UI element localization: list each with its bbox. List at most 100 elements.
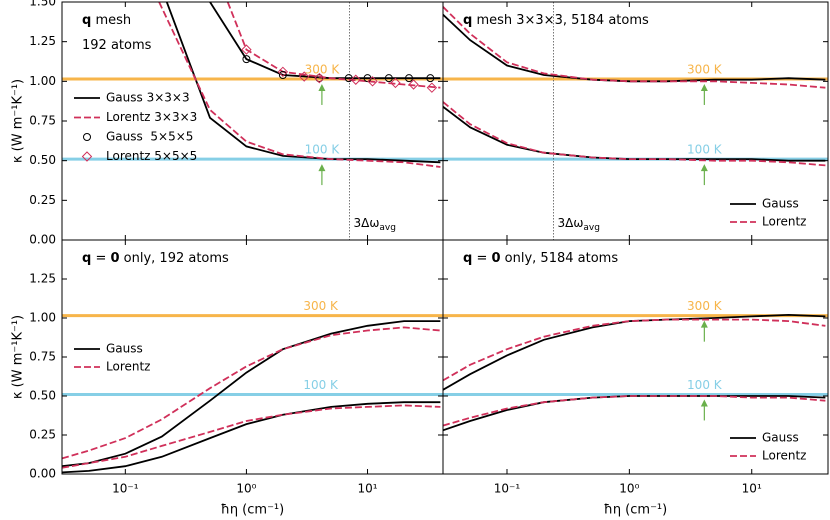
marker bbox=[350, 74, 361, 85]
x-axis-label: ħη (cm⁻¹) bbox=[221, 503, 284, 518]
title-part: only, 5184 atoms bbox=[501, 251, 619, 266]
title-part: q bbox=[463, 251, 472, 266]
panel-title: q = 0 only, 192 atoms bbox=[82, 251, 229, 266]
legend-label: Gauss bbox=[106, 342, 143, 356]
legend-label: Lorentz 3×3×3 bbox=[106, 110, 197, 124]
curve bbox=[62, 401, 441, 474]
y-tick-label: 0.75 bbox=[29, 114, 56, 128]
reference-label: 100 K bbox=[303, 378, 339, 392]
legend-label: Gauss 5×5×5 bbox=[106, 130, 193, 144]
marker bbox=[367, 76, 378, 87]
y-tick-label: 0.50 bbox=[29, 389, 56, 403]
marker bbox=[278, 70, 287, 79]
title-part: = bbox=[472, 251, 491, 266]
plot-area bbox=[443, 313, 828, 432]
arrow-head bbox=[700, 399, 708, 407]
y-tick-label: 0.00 bbox=[29, 467, 56, 481]
reference-label: 100 K bbox=[305, 143, 341, 157]
curve bbox=[443, 105, 826, 162]
reference-label: 100 K bbox=[687, 378, 723, 392]
x-tick-label: 10⁰ bbox=[619, 482, 639, 496]
legend-label: Gauss bbox=[762, 431, 799, 445]
curve bbox=[443, 101, 826, 167]
title-part: 192 atoms bbox=[82, 38, 152, 53]
marker bbox=[404, 74, 413, 83]
legend-swatch bbox=[83, 133, 91, 141]
title-part: mesh bbox=[91, 13, 131, 28]
threshold-label: 3Δωavg bbox=[354, 216, 396, 233]
marker bbox=[242, 55, 251, 64]
reference-label: 300 K bbox=[303, 299, 339, 313]
marker bbox=[426, 82, 438, 93]
reference-label: 300 K bbox=[687, 299, 723, 313]
marker bbox=[426, 74, 435, 83]
marker bbox=[277, 66, 289, 78]
arrow-head bbox=[700, 320, 708, 328]
arrow-head bbox=[318, 83, 326, 91]
title-part: 0 bbox=[110, 251, 119, 266]
title-part: mesh 3×3×3, 5184 atoms bbox=[472, 13, 649, 28]
marker bbox=[314, 72, 325, 84]
curve bbox=[62, 326, 441, 460]
y-axis-label: κ (W m⁻¹K⁻¹) bbox=[11, 315, 26, 399]
threshold-subscript: avg bbox=[379, 223, 396, 233]
curve bbox=[226, 2, 441, 89]
title-part: q bbox=[463, 13, 472, 28]
title-part: 0 bbox=[491, 251, 500, 266]
plot-area bbox=[443, 2, 828, 240]
panel-title: 192 atoms bbox=[82, 38, 152, 53]
y-axis-label: κ (W m⁻¹K⁻¹) bbox=[11, 79, 26, 163]
plot-frame bbox=[61, 239, 444, 475]
y-tick-label: 0.25 bbox=[29, 428, 56, 442]
marker bbox=[241, 44, 252, 55]
plot-area bbox=[62, 314, 443, 474]
legend-swatch bbox=[81, 151, 93, 162]
x-tick-label: 10⁻¹ bbox=[494, 482, 521, 496]
plot-area bbox=[62, 2, 443, 240]
x-axis-label: ħη (cm⁻¹) bbox=[604, 503, 667, 518]
y-tick-label: 0.00 bbox=[29, 233, 56, 247]
title-part: only, 192 atoms bbox=[120, 251, 230, 266]
panel-title: q = 0 only, 5184 atoms bbox=[463, 251, 618, 266]
marker bbox=[315, 74, 324, 83]
marker bbox=[390, 77, 401, 89]
curve bbox=[443, 395, 826, 432]
x-tick-label: 10¹ bbox=[357, 482, 377, 496]
legend-label: Lorentz bbox=[106, 360, 150, 374]
curve bbox=[62, 320, 441, 468]
x-tick-label: 10⁻¹ bbox=[112, 482, 139, 496]
curve bbox=[443, 6, 826, 89]
threshold-subscript: avg bbox=[583, 223, 600, 233]
title-part: q bbox=[82, 13, 91, 28]
reference-label: 300 K bbox=[687, 62, 723, 76]
legend-label: Gauss bbox=[762, 197, 799, 211]
panel-title: q mesh 3×3×3, 5184 atoms bbox=[463, 13, 649, 28]
y-tick-label: 0.25 bbox=[29, 193, 56, 207]
x-tick-label: 10¹ bbox=[742, 482, 762, 496]
y-tick-label: 1.50 bbox=[29, 0, 56, 9]
x-tick-label: 10⁰ bbox=[236, 482, 256, 496]
reference-label: 100 K bbox=[687, 143, 723, 157]
legend-label: Lorentz bbox=[762, 215, 806, 229]
y-tick-label: 1.25 bbox=[29, 34, 56, 48]
marker bbox=[408, 79, 419, 90]
title-part: = bbox=[91, 251, 110, 266]
curve bbox=[443, 318, 826, 382]
title-part: q bbox=[82, 251, 91, 266]
curve bbox=[443, 395, 826, 427]
y-tick-label: 1.25 bbox=[29, 272, 56, 286]
y-tick-label: 0.50 bbox=[29, 153, 56, 167]
y-tick-label: 1.00 bbox=[29, 74, 56, 88]
y-tick-label: 1.00 bbox=[29, 311, 56, 325]
arrow-head bbox=[318, 164, 326, 172]
reference-label: 300 K bbox=[305, 62, 341, 76]
threshold-label: 3Δωavg bbox=[558, 216, 600, 233]
panel-title: q mesh bbox=[82, 13, 131, 28]
arrow-head bbox=[700, 164, 708, 172]
legend-label: Gauss 3×3×3 bbox=[106, 91, 190, 105]
threshold-text: 3Δω bbox=[354, 216, 380, 230]
marker bbox=[384, 74, 393, 83]
curve bbox=[158, 2, 441, 168]
legend-label: Lorentz bbox=[762, 449, 806, 463]
